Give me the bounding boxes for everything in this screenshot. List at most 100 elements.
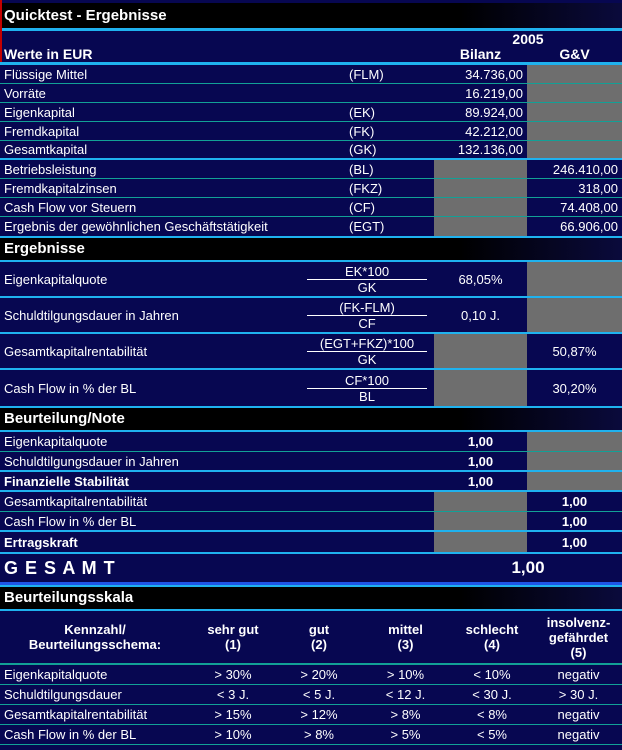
bilanz-note-cell: 1,00 [467, 453, 494, 469]
fraction-numerator: (EGT+FKZ)*100 [319, 335, 415, 351]
row-code: (EGT) [349, 219, 385, 234]
scale-header-kennzahl: Kennzahl/ Beurteilungsschema: [0, 611, 190, 663]
scale-cell: < 5% [477, 727, 507, 742]
locked-cell [527, 472, 622, 490]
spacer [345, 532, 434, 552]
scale-cell: < 10% [473, 667, 511, 682]
row-code: (CF) [349, 199, 375, 215]
section-header-ergebnisse: Ergebnisse [0, 236, 622, 262]
locked-cell [527, 122, 622, 140]
note-row: Eigenkapitalquote 1,00 [0, 432, 622, 452]
scale-cell: > 8% [304, 727, 334, 742]
row-label: Cash Flow in % der BL [4, 513, 137, 529]
locked-cell [527, 432, 622, 451]
scale-cell: negativ [557, 667, 600, 682]
scale-row: Eigenkapitalquote > 30% > 20% > 10% < 10… [0, 665, 622, 685]
scale-cell: < 3 J. [216, 687, 250, 702]
header-line: insolvenz- [546, 614, 611, 630]
ratio-row: Gesamtkapitalrentabilität (EGT+FKZ)*100 … [0, 334, 622, 370]
fraction-line [307, 314, 427, 316]
bilanz-note-cell: 1,00 [467, 434, 494, 449]
header-line: (1) [225, 637, 241, 652]
scale-cell: < 8% [477, 707, 507, 722]
header-line: schlecht [465, 622, 519, 637]
gesamt-value: 1,00 [511, 558, 545, 577]
bilanz-value-cell[interactable]: 16.219,00 [465, 85, 523, 101]
guv-note-cell: 1,00 [561, 513, 588, 529]
scale-row: Gesamtkapitalrentabilität > 15% > 12% > … [0, 705, 622, 725]
row-label: Fremdkapital [4, 123, 80, 139]
spacer [0, 31, 434, 47]
table-row: Flüssige Mittel (FLM) 34.736,00 [0, 65, 622, 84]
header-line: (3) [397, 637, 414, 652]
header-line: mittel [388, 622, 423, 637]
row-code: (BL) [349, 161, 374, 177]
table-row: Fremdkapitalzinsen (FKZ) 318,00 [0, 179, 622, 198]
bilanz-value-cell[interactable]: 34.736,00 [465, 66, 523, 82]
guv-value-cell[interactable]: 246.410,00 [552, 161, 618, 177]
fraction-line [307, 387, 427, 389]
bilanz-note-cell: 1,00 [467, 473, 494, 489]
note-row: Ertragskraft 1,00 [0, 532, 622, 552]
locked-cell [434, 532, 527, 552]
gesamt-label: G E S A M T [4, 557, 116, 578]
row-label: Gesamtkapitalrentabilität [4, 707, 148, 722]
header-line: sehr gut [207, 622, 259, 637]
scale-cell: > 15% [214, 707, 252, 722]
row-label: Gesamtkapitalrentabilität [4, 494, 148, 509]
row-code: (GK) [349, 142, 377, 157]
guv-value-cell[interactable]: 318,00 [578, 180, 618, 196]
locked-cell [527, 262, 622, 296]
formula-fraction: CF*100 BL [300, 370, 434, 406]
section-title: Ergebnisse [4, 240, 85, 257]
guv-value-cell[interactable]: 74.408,00 [560, 199, 618, 215]
bilanz-value-cell[interactable]: 42.212,00 [465, 123, 523, 139]
scale-cell: negativ [557, 707, 600, 722]
scale-header-insolvenzgefaehrdet: insolvenz- gefährdet (5) [535, 611, 622, 663]
locked-cell [434, 217, 527, 236]
scale-header-gut: gut (2) [276, 611, 362, 663]
guv-result-cell: 30,20% [552, 380, 597, 396]
note-row: Gesamtkapitalrentabilität 1,00 [0, 492, 622, 512]
locked-cell [434, 334, 527, 368]
locked-cell [434, 512, 527, 530]
row-label: Betriebsleistung [4, 161, 97, 177]
bilanz-result-cell: 0,10 J. [460, 307, 501, 323]
section-header-beurteilungsskala: Beurteilungsskala [0, 585, 622, 611]
fraction-denominator: GK [357, 279, 377, 295]
table-row: Cash Flow vor Steuern (CF) 74.408,00 [0, 198, 622, 217]
column-header-guv: G&V [559, 46, 590, 62]
scale-header-schlecht: schlecht (4) [449, 611, 535, 663]
spacer [345, 46, 434, 62]
guv-value-cell[interactable]: 66.906,00 [560, 219, 618, 234]
scale-cell: < 30 J. [472, 687, 512, 702]
locked-cell [527, 298, 622, 332]
row-label: Cash Flow in % der BL [4, 727, 137, 742]
scale-cell: > 12% [300, 707, 338, 722]
row-code: (FLM) [349, 66, 384, 82]
header-line: Beurteilungsschema: [28, 637, 162, 652]
table-row: Betriebsleistung (BL) 246.410,00 [0, 160, 622, 179]
row-label: Eigenkapitalquote [4, 271, 108, 287]
scale-cell: negativ [557, 727, 600, 742]
locked-cell [527, 103, 622, 121]
red-edge-marker [0, 0, 2, 62]
gesamt-row: G E S A M T 1,00 [0, 552, 622, 585]
row-label: Flüssige Mittel [4, 66, 88, 82]
locked-cell [434, 492, 527, 511]
row-code [345, 84, 434, 102]
sheet-title-bar: Quicktest - Ergebnisse [0, 3, 622, 31]
bilanz-value-cell[interactable]: 89.924,00 [465, 104, 523, 120]
fraction-denominator: BL [359, 388, 375, 404]
row-code: (FK) [349, 123, 375, 139]
header-line: (5) [570, 644, 587, 660]
bilanz-value-cell[interactable]: 132.136,00 [457, 142, 523, 157]
scale-cell: > 8% [390, 707, 421, 722]
locked-cell [434, 198, 527, 216]
guv-note-cell: 1,00 [561, 534, 588, 550]
ratio-row: Eigenkapitalquote EK*100 GK 68,05% [0, 262, 622, 298]
scale-header-row: Kennzahl/ Beurteilungsschema: sehr gut (… [0, 611, 622, 665]
row-label: Ergebnis der gewöhnlichen Geschäftstätig… [4, 219, 268, 234]
header-line: Kennzahl/ [64, 622, 126, 637]
